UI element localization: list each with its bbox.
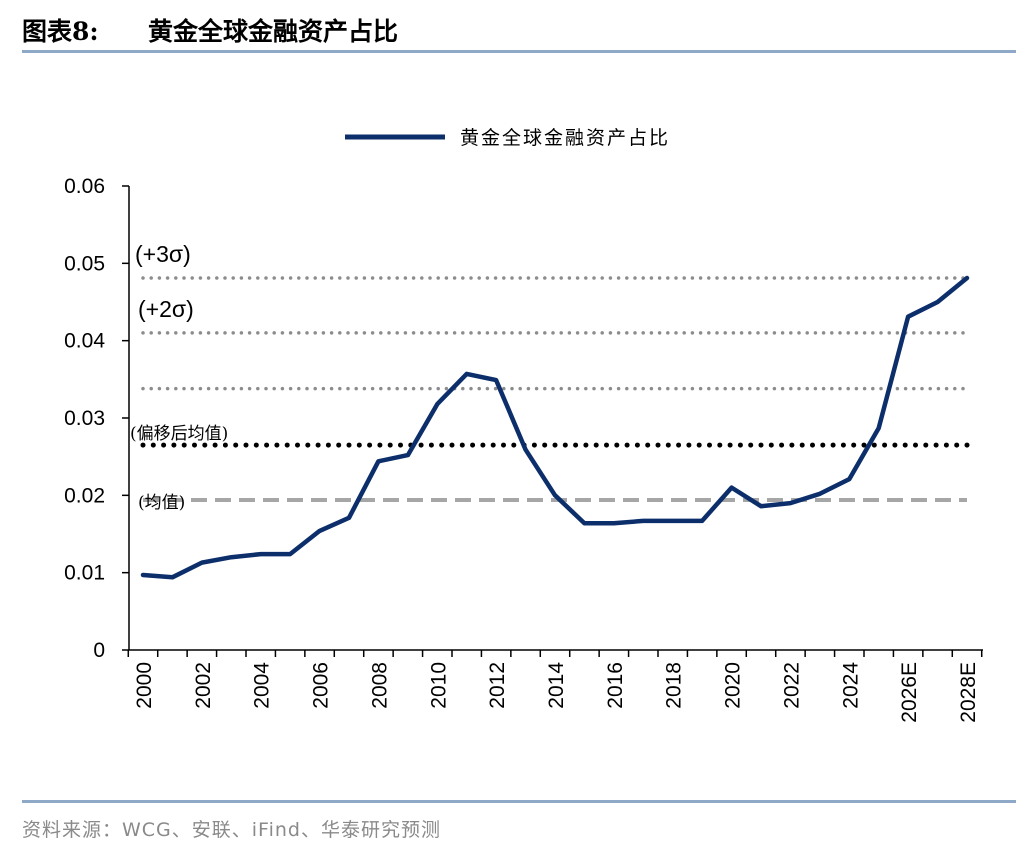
figure-title: 黄金全球金融资产占比 bbox=[148, 17, 398, 46]
reference-line-label: (+2σ) bbox=[138, 296, 194, 322]
x-tick-label: 2010 bbox=[427, 662, 450, 709]
x-tick-label: 2002 bbox=[192, 662, 215, 709]
x-tick-label: 2018 bbox=[663, 662, 686, 709]
axes: 0 0.01 0.02 0.03 0.04 0.05 0.06 2000 2002 2004 200… bbox=[64, 175, 983, 723]
x-tick-label: 2016 bbox=[604, 662, 627, 709]
reference-line-label: (+3σ) bbox=[135, 241, 191, 267]
y-tick-label: 0.02 bbox=[64, 484, 105, 507]
source-note: 资料来源：WCG、安联、iFind、华泰研究预测 bbox=[22, 819, 441, 841]
x-tick-label: 2022 bbox=[780, 662, 803, 709]
x-tick-label: 2028E bbox=[957, 662, 980, 723]
y-tick-label: 0.01 bbox=[64, 562, 105, 585]
reference-line-label: (均值) bbox=[138, 493, 185, 513]
x-tick-label: 2024 bbox=[839, 662, 862, 709]
y-tick-label: 0.03 bbox=[64, 407, 105, 430]
y-tick-label: 0.04 bbox=[64, 330, 105, 353]
reference-lines: (+3σ) (+2σ) (偏移后均值) (均值) bbox=[130, 241, 970, 513]
y-tick-label: 0 bbox=[93, 639, 105, 662]
reference-line-label: (偏移后均值) bbox=[130, 424, 228, 444]
series bbox=[140, 275, 970, 580]
legend-label: 黄金全球金融资产占比 bbox=[460, 127, 670, 149]
x-tick-label: 2012 bbox=[486, 662, 509, 709]
x-tick-label: 2004 bbox=[251, 662, 274, 709]
x-tick-label: 2008 bbox=[368, 662, 391, 709]
y-tick-label: 0.05 bbox=[64, 252, 105, 275]
y-tick-label: 0.06 bbox=[64, 175, 105, 198]
source-rule bbox=[22, 800, 1016, 803]
x-tick-label: 2000 bbox=[133, 662, 156, 709]
x-tick-label: 2026E bbox=[898, 662, 921, 723]
x-tick-label: 2014 bbox=[545, 662, 568, 709]
figure-label: 图表8: bbox=[22, 17, 99, 46]
series-line bbox=[140, 275, 970, 580]
x-tick-label: 2006 bbox=[310, 662, 333, 709]
x-tick-label: 2020 bbox=[722, 662, 745, 709]
title-rule bbox=[22, 50, 1016, 53]
